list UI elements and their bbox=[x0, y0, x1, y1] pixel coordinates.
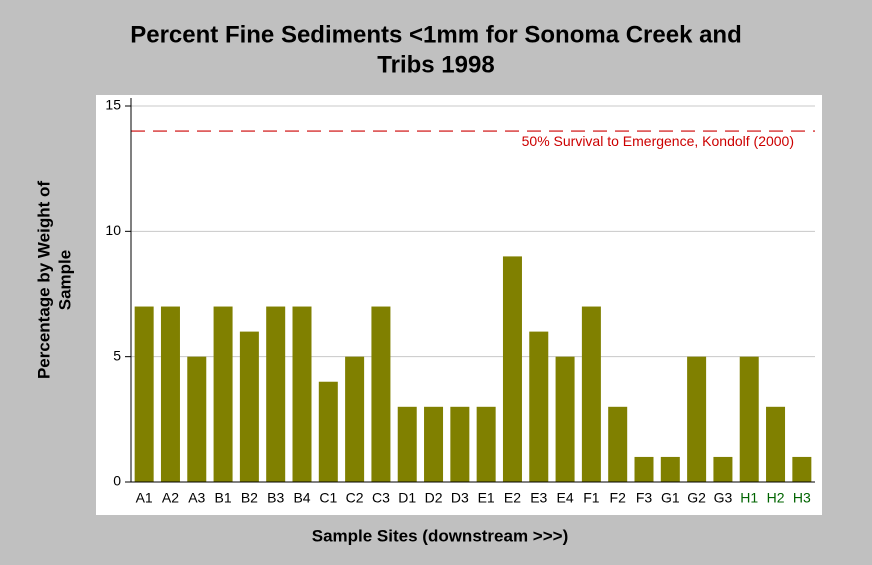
x-tick-label: B1 bbox=[215, 490, 232, 506]
x-axis-label: Sample Sites (downstream >>>) bbox=[312, 526, 569, 545]
bar bbox=[660, 456, 680, 482]
bar bbox=[160, 306, 180, 482]
x-tick-label: H3 bbox=[793, 490, 811, 506]
bar bbox=[713, 456, 733, 482]
bar bbox=[739, 356, 759, 482]
x-tick-label: B2 bbox=[241, 490, 258, 506]
x-tick-label: C2 bbox=[346, 490, 364, 506]
bar bbox=[239, 331, 259, 482]
x-tick-label: C1 bbox=[319, 490, 337, 506]
bar bbox=[266, 306, 286, 482]
x-tick-label: B4 bbox=[293, 490, 310, 506]
chart-title: Percent Fine Sediments <1mm for Sonoma C… bbox=[130, 21, 742, 48]
y-tick-label: 5 bbox=[113, 347, 121, 363]
x-tick-label: F2 bbox=[610, 490, 627, 506]
x-tick-label: A3 bbox=[188, 490, 205, 506]
bar bbox=[581, 306, 601, 482]
x-tick-label: C3 bbox=[372, 490, 390, 506]
x-tick-label: G3 bbox=[714, 490, 733, 506]
x-tick-label: F1 bbox=[583, 490, 600, 506]
reference-label: 50% Survival to Emergence, Kondolf (2000… bbox=[522, 133, 794, 149]
x-tick-label: A2 bbox=[162, 490, 179, 506]
y-axis-label: Sample bbox=[55, 250, 74, 310]
x-tick-label: H2 bbox=[767, 490, 785, 506]
x-tick-label: G1 bbox=[661, 490, 680, 506]
y-tick-label: 0 bbox=[113, 473, 121, 489]
x-tick-label: F3 bbox=[636, 490, 653, 506]
chart-title: Tribs 1998 bbox=[377, 51, 494, 78]
x-tick-label: D3 bbox=[451, 490, 469, 506]
x-tick-label: G2 bbox=[687, 490, 706, 506]
bar bbox=[450, 406, 470, 482]
x-tick-label: A1 bbox=[136, 490, 153, 506]
x-tick-label: E3 bbox=[530, 490, 547, 506]
x-tick-label: E4 bbox=[557, 490, 574, 506]
bar bbox=[187, 356, 207, 482]
bar bbox=[371, 306, 391, 482]
y-tick-label: 15 bbox=[105, 97, 121, 113]
bar bbox=[608, 406, 628, 482]
bar bbox=[424, 406, 444, 482]
bar bbox=[476, 406, 496, 482]
x-tick-label: E2 bbox=[504, 490, 521, 506]
bar bbox=[397, 406, 417, 482]
bar bbox=[766, 406, 786, 482]
x-tick-label: B3 bbox=[267, 490, 284, 506]
y-axis-label: Percentage by Weight of bbox=[34, 181, 53, 379]
bar bbox=[292, 306, 312, 482]
x-tick-label: D1 bbox=[398, 490, 416, 506]
bar bbox=[555, 356, 575, 482]
bar bbox=[792, 456, 812, 482]
bar bbox=[687, 356, 707, 482]
bar bbox=[213, 306, 233, 482]
y-tick-label: 10 bbox=[105, 222, 121, 238]
bar bbox=[318, 381, 338, 482]
bar bbox=[502, 256, 522, 482]
x-tick-label: H1 bbox=[740, 490, 758, 506]
bar bbox=[529, 331, 549, 482]
bar bbox=[345, 356, 365, 482]
bar bbox=[134, 306, 154, 482]
x-tick-label: E1 bbox=[478, 490, 495, 506]
bar bbox=[634, 456, 654, 482]
x-tick-label: D2 bbox=[425, 490, 443, 506]
